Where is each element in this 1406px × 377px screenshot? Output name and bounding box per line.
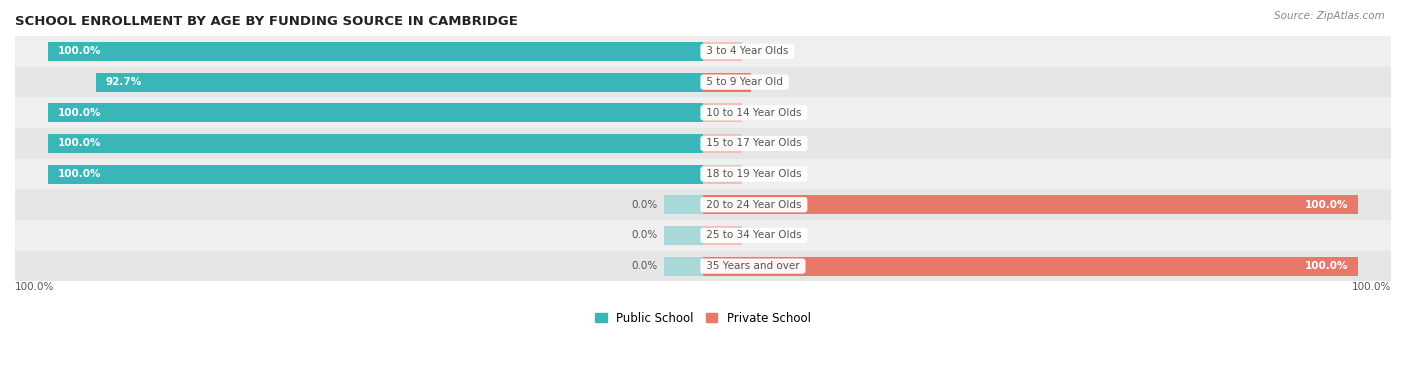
- Text: 35 Years and over: 35 Years and over: [703, 261, 803, 271]
- Text: 0.0%: 0.0%: [749, 230, 775, 241]
- Bar: [664, 226, 703, 245]
- Text: 18 to 19 Year Olds: 18 to 19 Year Olds: [703, 169, 804, 179]
- Text: 0.0%: 0.0%: [749, 169, 775, 179]
- Text: 100.0%: 100.0%: [58, 169, 101, 179]
- Bar: [664, 195, 703, 214]
- Bar: [48, 103, 703, 122]
- Text: 3 to 4 Year Olds: 3 to 4 Year Olds: [703, 46, 792, 57]
- Text: 100.0%: 100.0%: [1305, 261, 1348, 271]
- Bar: [703, 195, 1358, 214]
- Text: 25 to 34 Year Olds: 25 to 34 Year Olds: [703, 230, 804, 241]
- Text: 0.0%: 0.0%: [749, 46, 775, 57]
- Bar: [15, 159, 1391, 189]
- Bar: [703, 226, 742, 245]
- Text: 10 to 14 Year Olds: 10 to 14 Year Olds: [703, 108, 804, 118]
- Text: 100.0%: 100.0%: [1305, 200, 1348, 210]
- Bar: [15, 67, 1391, 97]
- Text: 0.0%: 0.0%: [631, 200, 657, 210]
- Text: 100.0%: 100.0%: [58, 46, 101, 57]
- Legend: Public School, Private School: Public School, Private School: [591, 307, 815, 329]
- Bar: [15, 97, 1391, 128]
- Bar: [15, 220, 1391, 251]
- Text: 100.0%: 100.0%: [15, 282, 55, 292]
- Bar: [96, 73, 703, 92]
- Bar: [48, 165, 703, 184]
- Bar: [703, 73, 751, 92]
- Text: 5 to 9 Year Old: 5 to 9 Year Old: [703, 77, 786, 87]
- Text: 0.0%: 0.0%: [749, 108, 775, 118]
- Text: 0.0%: 0.0%: [631, 230, 657, 241]
- Bar: [703, 42, 742, 61]
- Bar: [15, 251, 1391, 281]
- Bar: [15, 128, 1391, 159]
- Text: 100.0%: 100.0%: [58, 108, 101, 118]
- Bar: [664, 257, 703, 276]
- Text: 20 to 24 Year Olds: 20 to 24 Year Olds: [703, 200, 804, 210]
- Bar: [15, 189, 1391, 220]
- Bar: [703, 134, 742, 153]
- Bar: [703, 165, 742, 184]
- Text: 15 to 17 Year Olds: 15 to 17 Year Olds: [703, 138, 804, 149]
- Text: 100.0%: 100.0%: [1351, 282, 1391, 292]
- Text: 100.0%: 100.0%: [58, 138, 101, 149]
- Text: SCHOOL ENROLLMENT BY AGE BY FUNDING SOURCE IN CAMBRIDGE: SCHOOL ENROLLMENT BY AGE BY FUNDING SOUR…: [15, 15, 517, 28]
- Text: 0.0%: 0.0%: [749, 138, 775, 149]
- Text: 7.3%: 7.3%: [711, 77, 741, 87]
- Bar: [703, 103, 742, 122]
- Bar: [15, 36, 1391, 67]
- Bar: [703, 257, 1358, 276]
- Text: Source: ZipAtlas.com: Source: ZipAtlas.com: [1274, 11, 1385, 21]
- Text: 0.0%: 0.0%: [631, 261, 657, 271]
- Text: 92.7%: 92.7%: [105, 77, 142, 87]
- Bar: [48, 42, 703, 61]
- Bar: [48, 134, 703, 153]
